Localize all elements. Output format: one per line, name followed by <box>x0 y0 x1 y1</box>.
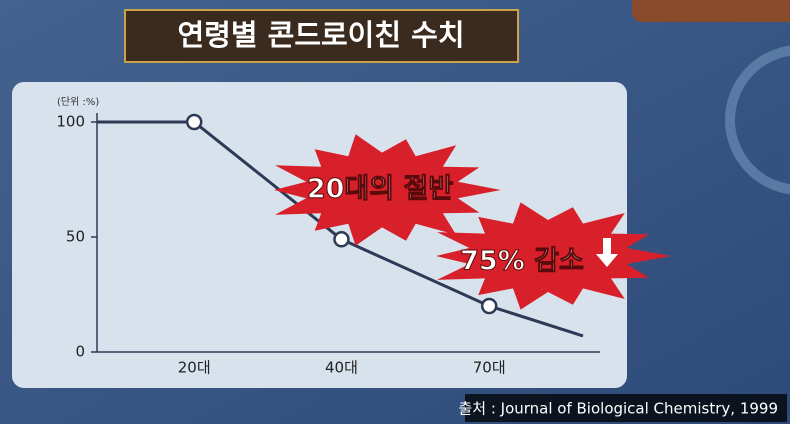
decoration <box>725 45 790 195</box>
source: 출처 : Journal of Biological Chemistry, 19… <box>458 400 778 418</box>
chart-title: 연령별 콘드로이친 수치 <box>178 18 465 52</box>
down-arrow <box>596 238 618 267</box>
title-box <box>124 9 519 63</box>
burst <box>274 134 501 246</box>
y-tick-label: 100 <box>56 113 85 131</box>
x-tick-label: 70대 <box>473 359 506 377</box>
x-tick-label: 20대 <box>178 359 211 377</box>
x-tick-label: 40대 <box>325 359 358 377</box>
annotation: 20대의 절반 <box>307 174 453 205</box>
point <box>333 231 350 248</box>
source-box <box>465 394 787 422</box>
y-unit: (단위 :%) <box>57 95 99 108</box>
y-tick-label: 50 <box>66 228 85 246</box>
point <box>480 297 498 315</box>
point <box>185 113 203 131</box>
decoration <box>632 0 790 22</box>
chart-panel <box>12 82 627 388</box>
y-tick-label: 0 <box>75 343 85 361</box>
annotation: 75% 감소 <box>460 246 584 277</box>
burst <box>436 202 672 310</box>
plot: 0 50 100 20대 40대 70대 <box>56 113 584 377</box>
